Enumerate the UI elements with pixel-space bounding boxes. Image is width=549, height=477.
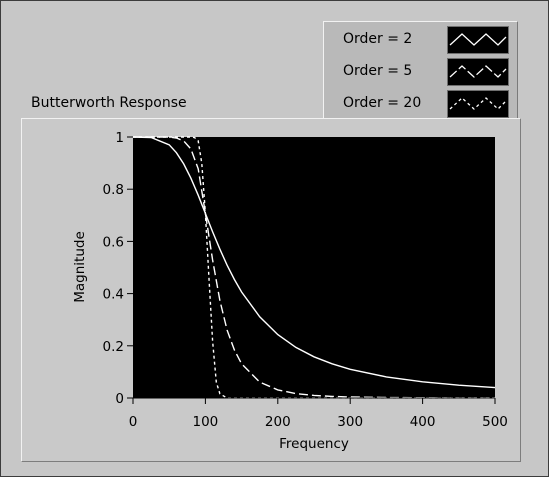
y-tick-label: 0.2 <box>103 339 124 355</box>
y-axis-label: Magnitude <box>72 231 88 303</box>
legend-swatch-long-dash[interactable] <box>447 58 509 86</box>
series-line-3 <box>133 136 495 399</box>
y-tick-label: 0 <box>115 391 124 407</box>
x-tick-label: 300 <box>337 414 363 430</box>
legend-item-order-5[interactable]: Order = 5 <box>324 58 517 86</box>
x-tick-label: 0 <box>129 414 138 430</box>
graph-title: Butterworth Response <box>31 95 187 111</box>
y-tick-label: 0.8 <box>103 182 124 198</box>
plot-legend[interactable]: Order = 2 Order = 5 Order = 20 <box>323 21 518 123</box>
series-line-1 <box>132 136 496 389</box>
y-ticks: 0 0.2 0.4 0.6 0.8 1 <box>103 130 133 407</box>
legend-item-order-20[interactable]: Order = 20 <box>324 90 517 118</box>
x-tick-label: 100 <box>193 414 219 430</box>
zigzag-short-dash-icon <box>449 97 507 110</box>
x-tick-label: 400 <box>410 414 436 430</box>
legend-label: Order = 20 <box>343 95 422 111</box>
curves-group <box>132 136 496 399</box>
plot-area[interactable] <box>133 137 495 398</box>
zigzag-long-dash-icon <box>449 65 507 78</box>
legend-label: Order = 5 <box>343 63 413 79</box>
y-tick-label: 0.6 <box>103 234 124 250</box>
series-line-2 <box>133 136 495 399</box>
y-tick-label: 0.4 <box>103 287 124 303</box>
legend-item-order-2[interactable]: Order = 2 <box>324 26 517 54</box>
legend-swatch-solid[interactable] <box>447 26 509 54</box>
legend-swatch-short-dash[interactable] <box>447 90 509 118</box>
y-tick-label: 1 <box>115 130 124 146</box>
x-ticks: 0 100 200 300 400 500 <box>129 398 508 430</box>
x-tick-label: 200 <box>265 414 291 430</box>
legend-label: Order = 2 <box>343 31 413 47</box>
zigzag-solid-icon <box>449 33 507 46</box>
x-tick-label: 500 <box>482 414 508 430</box>
x-axis-label: Frequency <box>279 436 349 452</box>
